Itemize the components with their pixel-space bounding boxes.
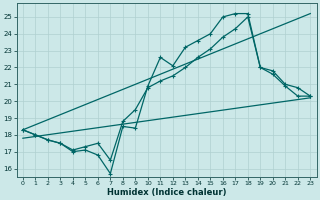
X-axis label: Humidex (Indice chaleur): Humidex (Indice chaleur) bbox=[107, 188, 226, 197]
